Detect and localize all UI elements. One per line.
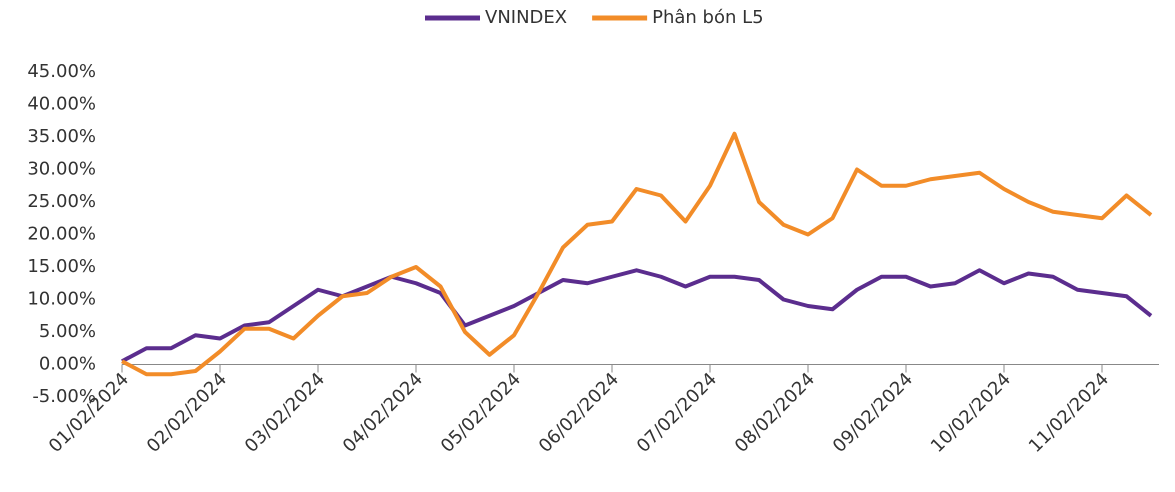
x-tick-label: 08/02/2024 [731,369,819,457]
x-tick-label: 07/02/2024 [633,369,721,457]
x-tick-label: 10/02/2024 [927,369,1015,457]
y-tick-label: 0.00% [39,354,96,375]
y-tick-label: 5.00% [39,321,96,342]
line-series [121,268,1153,364]
legend-label: Phân bón L5 [652,7,763,28]
y-tick-label: 40.00% [27,94,96,115]
x-tick-label: 01/02/2024 [45,369,133,457]
x-tick-label: 03/02/2024 [241,369,329,457]
legend-label: VNINDEX [485,7,567,28]
y-tick-label: 35.00% [27,126,96,147]
y-tick-label: 20.00% [27,224,96,245]
x-tick-label: 09/02/2024 [829,369,917,457]
x-tick-label: 04/02/2024 [339,369,427,457]
y-tick-label: 30.00% [27,159,96,180]
y-tick-label: -5.00% [32,386,96,407]
x-tick-label: 06/02/2024 [535,369,623,457]
y-tick-label: 45.00% [27,61,96,82]
x-tick-label: 05/02/2024 [437,369,525,457]
y-tick-label: 25.00% [27,191,96,212]
y-tick-label: 10.00% [27,289,96,310]
x-tick-label: 02/02/2024 [143,369,231,457]
x-tick-label: 11/02/2024 [1025,369,1113,457]
y-tick-label: 15.00% [27,256,96,277]
line-series [121,131,1153,377]
